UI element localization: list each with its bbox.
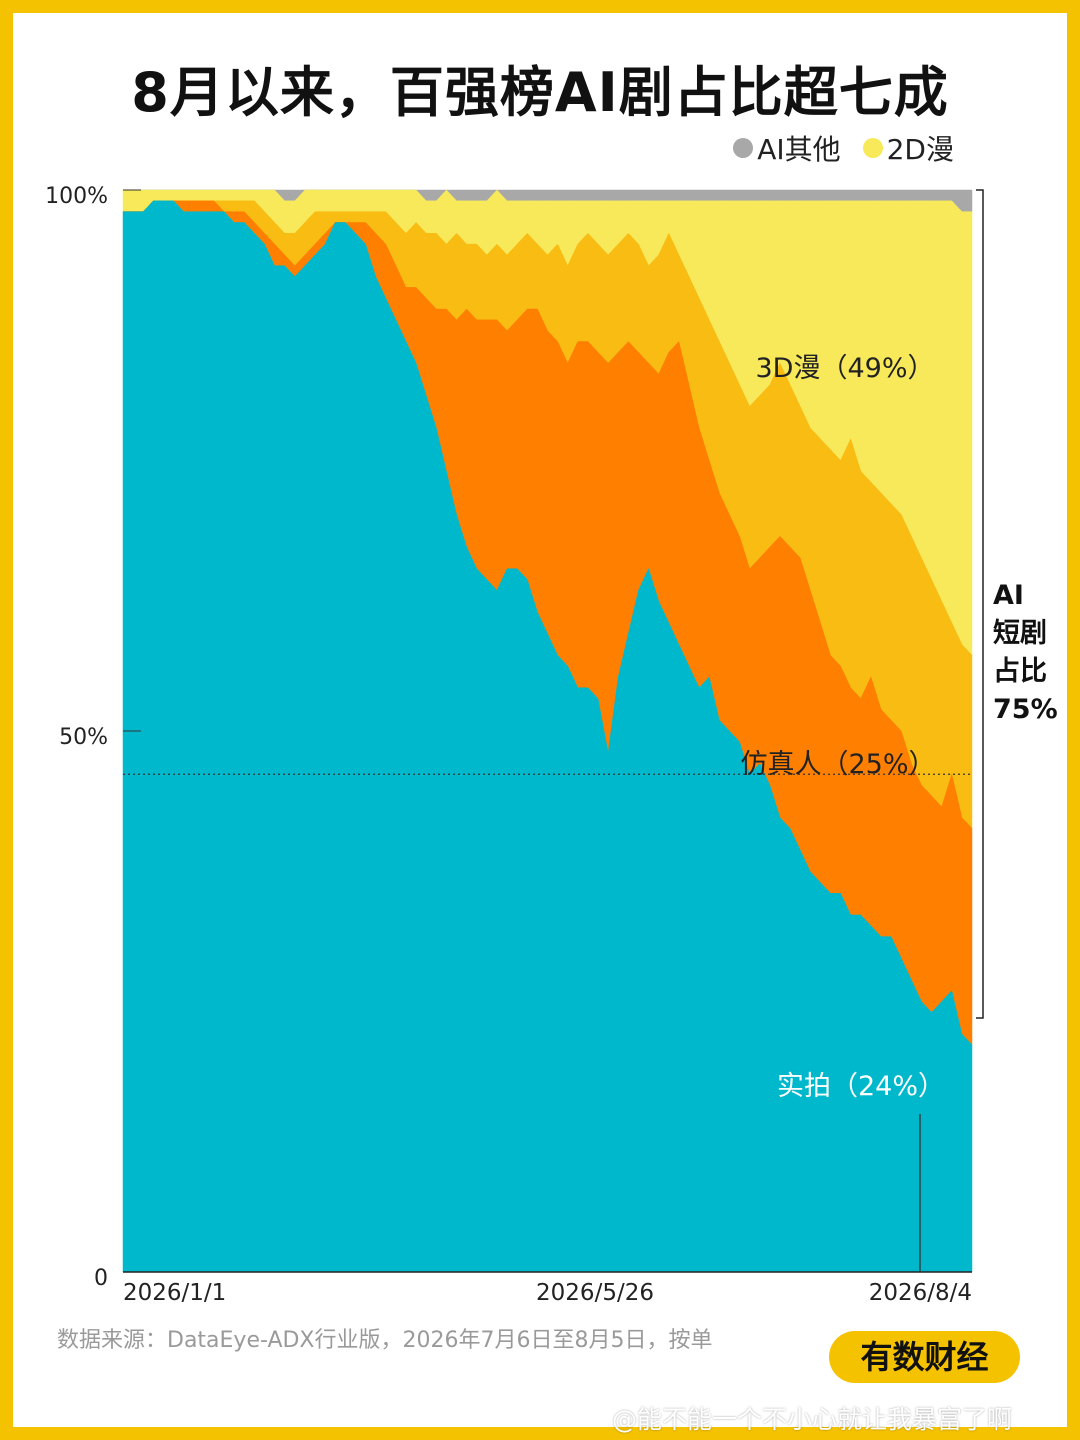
legend-dot-other-icon [733, 138, 754, 158]
label-sim: 仿真人（25%） [740, 749, 935, 780]
x-tick-label: 2026/1/1 [123, 1280, 226, 1306]
ai-total-label: 短剧 [993, 618, 1047, 649]
weibo-watermark: @能不能一个不小心就让我暴富了啊 [612, 1405, 1013, 1434]
legend-label-other: AI其他 [757, 133, 841, 166]
label-live: 实拍（24%） [777, 1071, 945, 1102]
y-tick-label: 100% [45, 184, 108, 209]
page-title: 8月以来，百强榜AI剧占比超七成 [131, 61, 949, 124]
data-source-note: 数据来源：DataEye-ADX行业版，2026年7月6日至8月5日，按单 [57, 1328, 713, 1353]
y-tick-label: 0 [94, 1266, 108, 1291]
brand-logo: 有数财经 [829, 1331, 1020, 1383]
ai-total-label: 占比 [993, 656, 1047, 687]
legend-item-other: AI其他 [733, 128, 841, 168]
y-tick-label: 50% [59, 725, 108, 750]
x-tick-label: 2026/8/4 [869, 1280, 972, 1306]
legend-dot-2d-icon [862, 138, 883, 158]
legend-label-2d: 2D漫 [886, 133, 954, 166]
ai-total-label: AI [993, 580, 1024, 611]
legend-item-2d: 2D漫 [862, 128, 954, 168]
legend: AI其他 2D漫 [733, 128, 954, 168]
ai-total-label: 75% [993, 694, 1058, 725]
label-3d: 3D漫（49%） [756, 353, 935, 384]
x-tick-label: 2026/5/26 [536, 1280, 654, 1306]
ai-total-bracket [976, 189, 984, 1019]
